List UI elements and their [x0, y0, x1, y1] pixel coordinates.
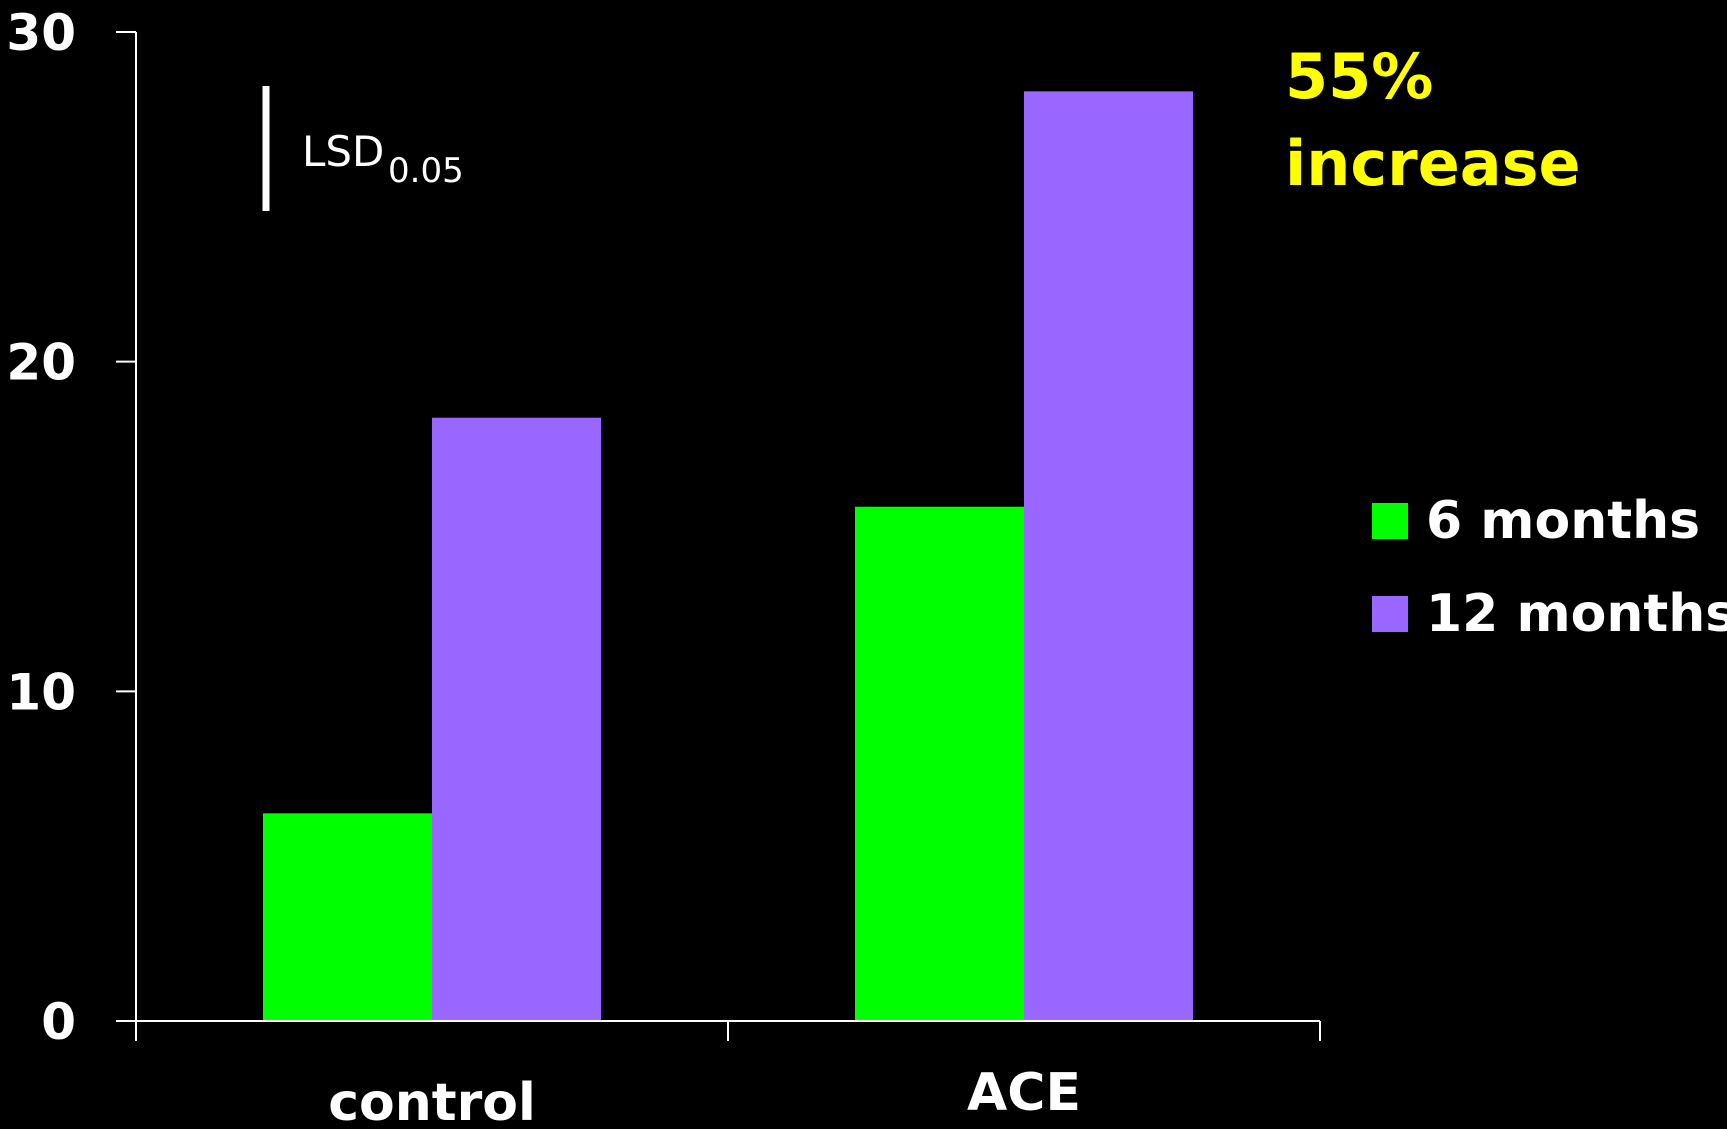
legend-label: 6 months — [1426, 491, 1700, 551]
y-tick-label: 30 — [6, 4, 76, 62]
x-categories-layer: control ACE — [135, 1021, 1321, 1129]
legend-swatch — [1372, 596, 1408, 632]
legend: 6 months 12 months — [1372, 491, 1727, 644]
increase-annotation-line2: increase — [1285, 127, 1581, 200]
increase-annotation: 55% increase — [1285, 40, 1581, 200]
legend-swatch — [1372, 503, 1408, 539]
y-tick-label: 0 — [41, 993, 76, 1051]
y-ticks-layer: 0 10 20 30 — [6, 4, 136, 1051]
lsd-subscript: 0.05 — [388, 151, 464, 191]
x-category-label: ACE — [967, 1063, 1081, 1123]
bars-layer — [263, 91, 1193, 1022]
x-category-label: control — [328, 1073, 536, 1129]
lsd-label: LSD — [302, 127, 384, 176]
y-tick-label: 10 — [6, 663, 76, 721]
y-tick-label: 20 — [6, 334, 76, 392]
axes-layer — [116, 32, 1320, 1022]
bar-ace-6-months — [855, 506, 1024, 1022]
bar-ace-12-months — [1024, 91, 1193, 1022]
bar-control-6-months — [263, 813, 432, 1021]
bar-control-12-months — [432, 417, 601, 1022]
lsd-annotation: LSD 0.05 — [262, 86, 464, 211]
increase-annotation-line1: 55% — [1285, 40, 1433, 113]
legend-label: 12 months — [1426, 584, 1727, 644]
